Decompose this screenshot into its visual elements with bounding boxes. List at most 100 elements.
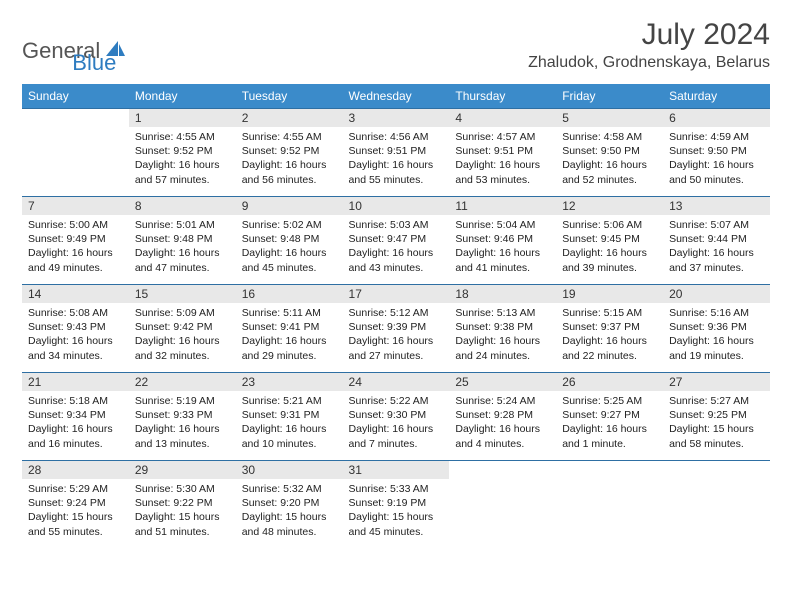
calendar-cell: 25Sunrise: 5:24 AMSunset: 9:28 PMDayligh… [449,373,556,461]
day-number: 28 [22,461,129,479]
calendar-cell: 28Sunrise: 5:29 AMSunset: 9:24 PMDayligh… [22,461,129,549]
calendar-cell: 1Sunrise: 4:55 AMSunset: 9:52 PMDaylight… [129,109,236,197]
cell-body: Sunrise: 4:59 AMSunset: 9:50 PMDaylight:… [663,127,770,192]
calendar-cell [556,461,663,549]
day-number [556,461,663,465]
calendar-cell [663,461,770,549]
calendar-cell: 31Sunrise: 5:33 AMSunset: 9:19 PMDayligh… [343,461,450,549]
sunrise-line: Sunrise: 5:04 AM [455,218,550,232]
daylight-line: Daylight: 16 hours and 1 minute. [562,422,657,450]
calendar-cell: 22Sunrise: 5:19 AMSunset: 9:33 PMDayligh… [129,373,236,461]
cell-body: Sunrise: 5:16 AMSunset: 9:36 PMDaylight:… [663,303,770,368]
cell-body: Sunrise: 5:29 AMSunset: 9:24 PMDaylight:… [22,479,129,544]
sunset-line: Sunset: 9:22 PM [135,496,230,510]
calendar-body: 1Sunrise: 4:55 AMSunset: 9:52 PMDaylight… [22,109,770,549]
daylight-line: Daylight: 16 hours and 50 minutes. [669,158,764,186]
sunset-line: Sunset: 9:52 PM [135,144,230,158]
location-text: Zhaludok, Grodnenskaya, Belarus [528,54,770,72]
sunrise-line: Sunrise: 5:16 AM [669,306,764,320]
sunrise-line: Sunrise: 5:07 AM [669,218,764,232]
day-number: 24 [343,373,450,391]
daylight-line: Daylight: 16 hours and 47 minutes. [135,246,230,274]
cell-body: Sunrise: 5:12 AMSunset: 9:39 PMDaylight:… [343,303,450,368]
daylight-line: Daylight: 16 hours and 10 minutes. [242,422,337,450]
calendar-head: SundayMondayTuesdayWednesdayThursdayFrid… [22,84,770,109]
day-number: 3 [343,109,450,127]
sunset-line: Sunset: 9:49 PM [28,232,123,246]
sunset-line: Sunset: 9:33 PM [135,408,230,422]
sunrise-line: Sunrise: 5:29 AM [28,482,123,496]
cell-body: Sunrise: 4:57 AMSunset: 9:51 PMDaylight:… [449,127,556,192]
cell-body: Sunrise: 5:08 AMSunset: 9:43 PMDaylight:… [22,303,129,368]
calendar-cell: 30Sunrise: 5:32 AMSunset: 9:20 PMDayligh… [236,461,343,549]
cell-body: Sunrise: 5:32 AMSunset: 9:20 PMDaylight:… [236,479,343,544]
daylight-line: Daylight: 16 hours and 19 minutes. [669,334,764,362]
calendar-cell: 20Sunrise: 5:16 AMSunset: 9:36 PMDayligh… [663,285,770,373]
cell-body: Sunrise: 5:06 AMSunset: 9:45 PMDaylight:… [556,215,663,280]
day-number: 14 [22,285,129,303]
daylight-line: Daylight: 16 hours and 24 minutes. [455,334,550,362]
sunrise-line: Sunrise: 5:08 AM [28,306,123,320]
daylight-line: Daylight: 16 hours and 16 minutes. [28,422,123,450]
sunset-line: Sunset: 9:48 PM [242,232,337,246]
day-number [22,109,129,113]
daylight-line: Daylight: 16 hours and 55 minutes. [349,158,444,186]
calendar-cell: 26Sunrise: 5:25 AMSunset: 9:27 PMDayligh… [556,373,663,461]
sunrise-line: Sunrise: 5:22 AM [349,394,444,408]
sunset-line: Sunset: 9:25 PM [669,408,764,422]
sunrise-line: Sunrise: 4:59 AM [669,130,764,144]
day-number: 20 [663,285,770,303]
daylight-line: Daylight: 16 hours and 43 minutes. [349,246,444,274]
calendar-cell: 8Sunrise: 5:01 AMSunset: 9:48 PMDaylight… [129,197,236,285]
daylight-line: Daylight: 15 hours and 51 minutes. [135,510,230,538]
sunset-line: Sunset: 9:19 PM [349,496,444,510]
sunset-line: Sunset: 9:36 PM [669,320,764,334]
weekday-header: Thursday [449,84,556,109]
sunset-line: Sunset: 9:31 PM [242,408,337,422]
cell-body: Sunrise: 5:09 AMSunset: 9:42 PMDaylight:… [129,303,236,368]
sunset-line: Sunset: 9:41 PM [242,320,337,334]
sunrise-line: Sunrise: 5:32 AM [242,482,337,496]
cell-body: Sunrise: 5:03 AMSunset: 9:47 PMDaylight:… [343,215,450,280]
daylight-line: Daylight: 16 hours and 13 minutes. [135,422,230,450]
sunrise-line: Sunrise: 5:02 AM [242,218,337,232]
day-number: 18 [449,285,556,303]
sunrise-line: Sunrise: 4:56 AM [349,130,444,144]
day-number: 21 [22,373,129,391]
weekday-header: Tuesday [236,84,343,109]
day-number: 22 [129,373,236,391]
calendar-cell: 16Sunrise: 5:11 AMSunset: 9:41 PMDayligh… [236,285,343,373]
sunrise-line: Sunrise: 5:18 AM [28,394,123,408]
day-number: 5 [556,109,663,127]
day-number: 26 [556,373,663,391]
day-number: 17 [343,285,450,303]
calendar-cell [449,461,556,549]
sunset-line: Sunset: 9:48 PM [135,232,230,246]
day-number: 25 [449,373,556,391]
calendar-cell: 24Sunrise: 5:22 AMSunset: 9:30 PMDayligh… [343,373,450,461]
calendar-week-row: 28Sunrise: 5:29 AMSunset: 9:24 PMDayligh… [22,461,770,549]
calendar-cell: 9Sunrise: 5:02 AMSunset: 9:48 PMDaylight… [236,197,343,285]
daylight-line: Daylight: 16 hours and 37 minutes. [669,246,764,274]
day-number [663,461,770,465]
calendar-cell: 12Sunrise: 5:06 AMSunset: 9:45 PMDayligh… [556,197,663,285]
day-number: 31 [343,461,450,479]
sunset-line: Sunset: 9:34 PM [28,408,123,422]
sunrise-line: Sunrise: 5:11 AM [242,306,337,320]
weekday-header: Friday [556,84,663,109]
calendar-cell: 29Sunrise: 5:30 AMSunset: 9:22 PMDayligh… [129,461,236,549]
calendar-cell: 11Sunrise: 5:04 AMSunset: 9:46 PMDayligh… [449,197,556,285]
cell-body: Sunrise: 5:01 AMSunset: 9:48 PMDaylight:… [129,215,236,280]
cell-body: Sunrise: 5:24 AMSunset: 9:28 PMDaylight:… [449,391,556,456]
sunrise-line: Sunrise: 4:57 AM [455,130,550,144]
sunrise-line: Sunrise: 5:15 AM [562,306,657,320]
calendar-cell: 23Sunrise: 5:21 AMSunset: 9:31 PMDayligh… [236,373,343,461]
day-number: 2 [236,109,343,127]
cell-body: Sunrise: 5:07 AMSunset: 9:44 PMDaylight:… [663,215,770,280]
daylight-line: Daylight: 16 hours and 34 minutes. [28,334,123,362]
day-number: 12 [556,197,663,215]
daylight-line: Daylight: 15 hours and 55 minutes. [28,510,123,538]
daylight-line: Daylight: 16 hours and 32 minutes. [135,334,230,362]
day-number: 29 [129,461,236,479]
sunrise-line: Sunrise: 5:03 AM [349,218,444,232]
